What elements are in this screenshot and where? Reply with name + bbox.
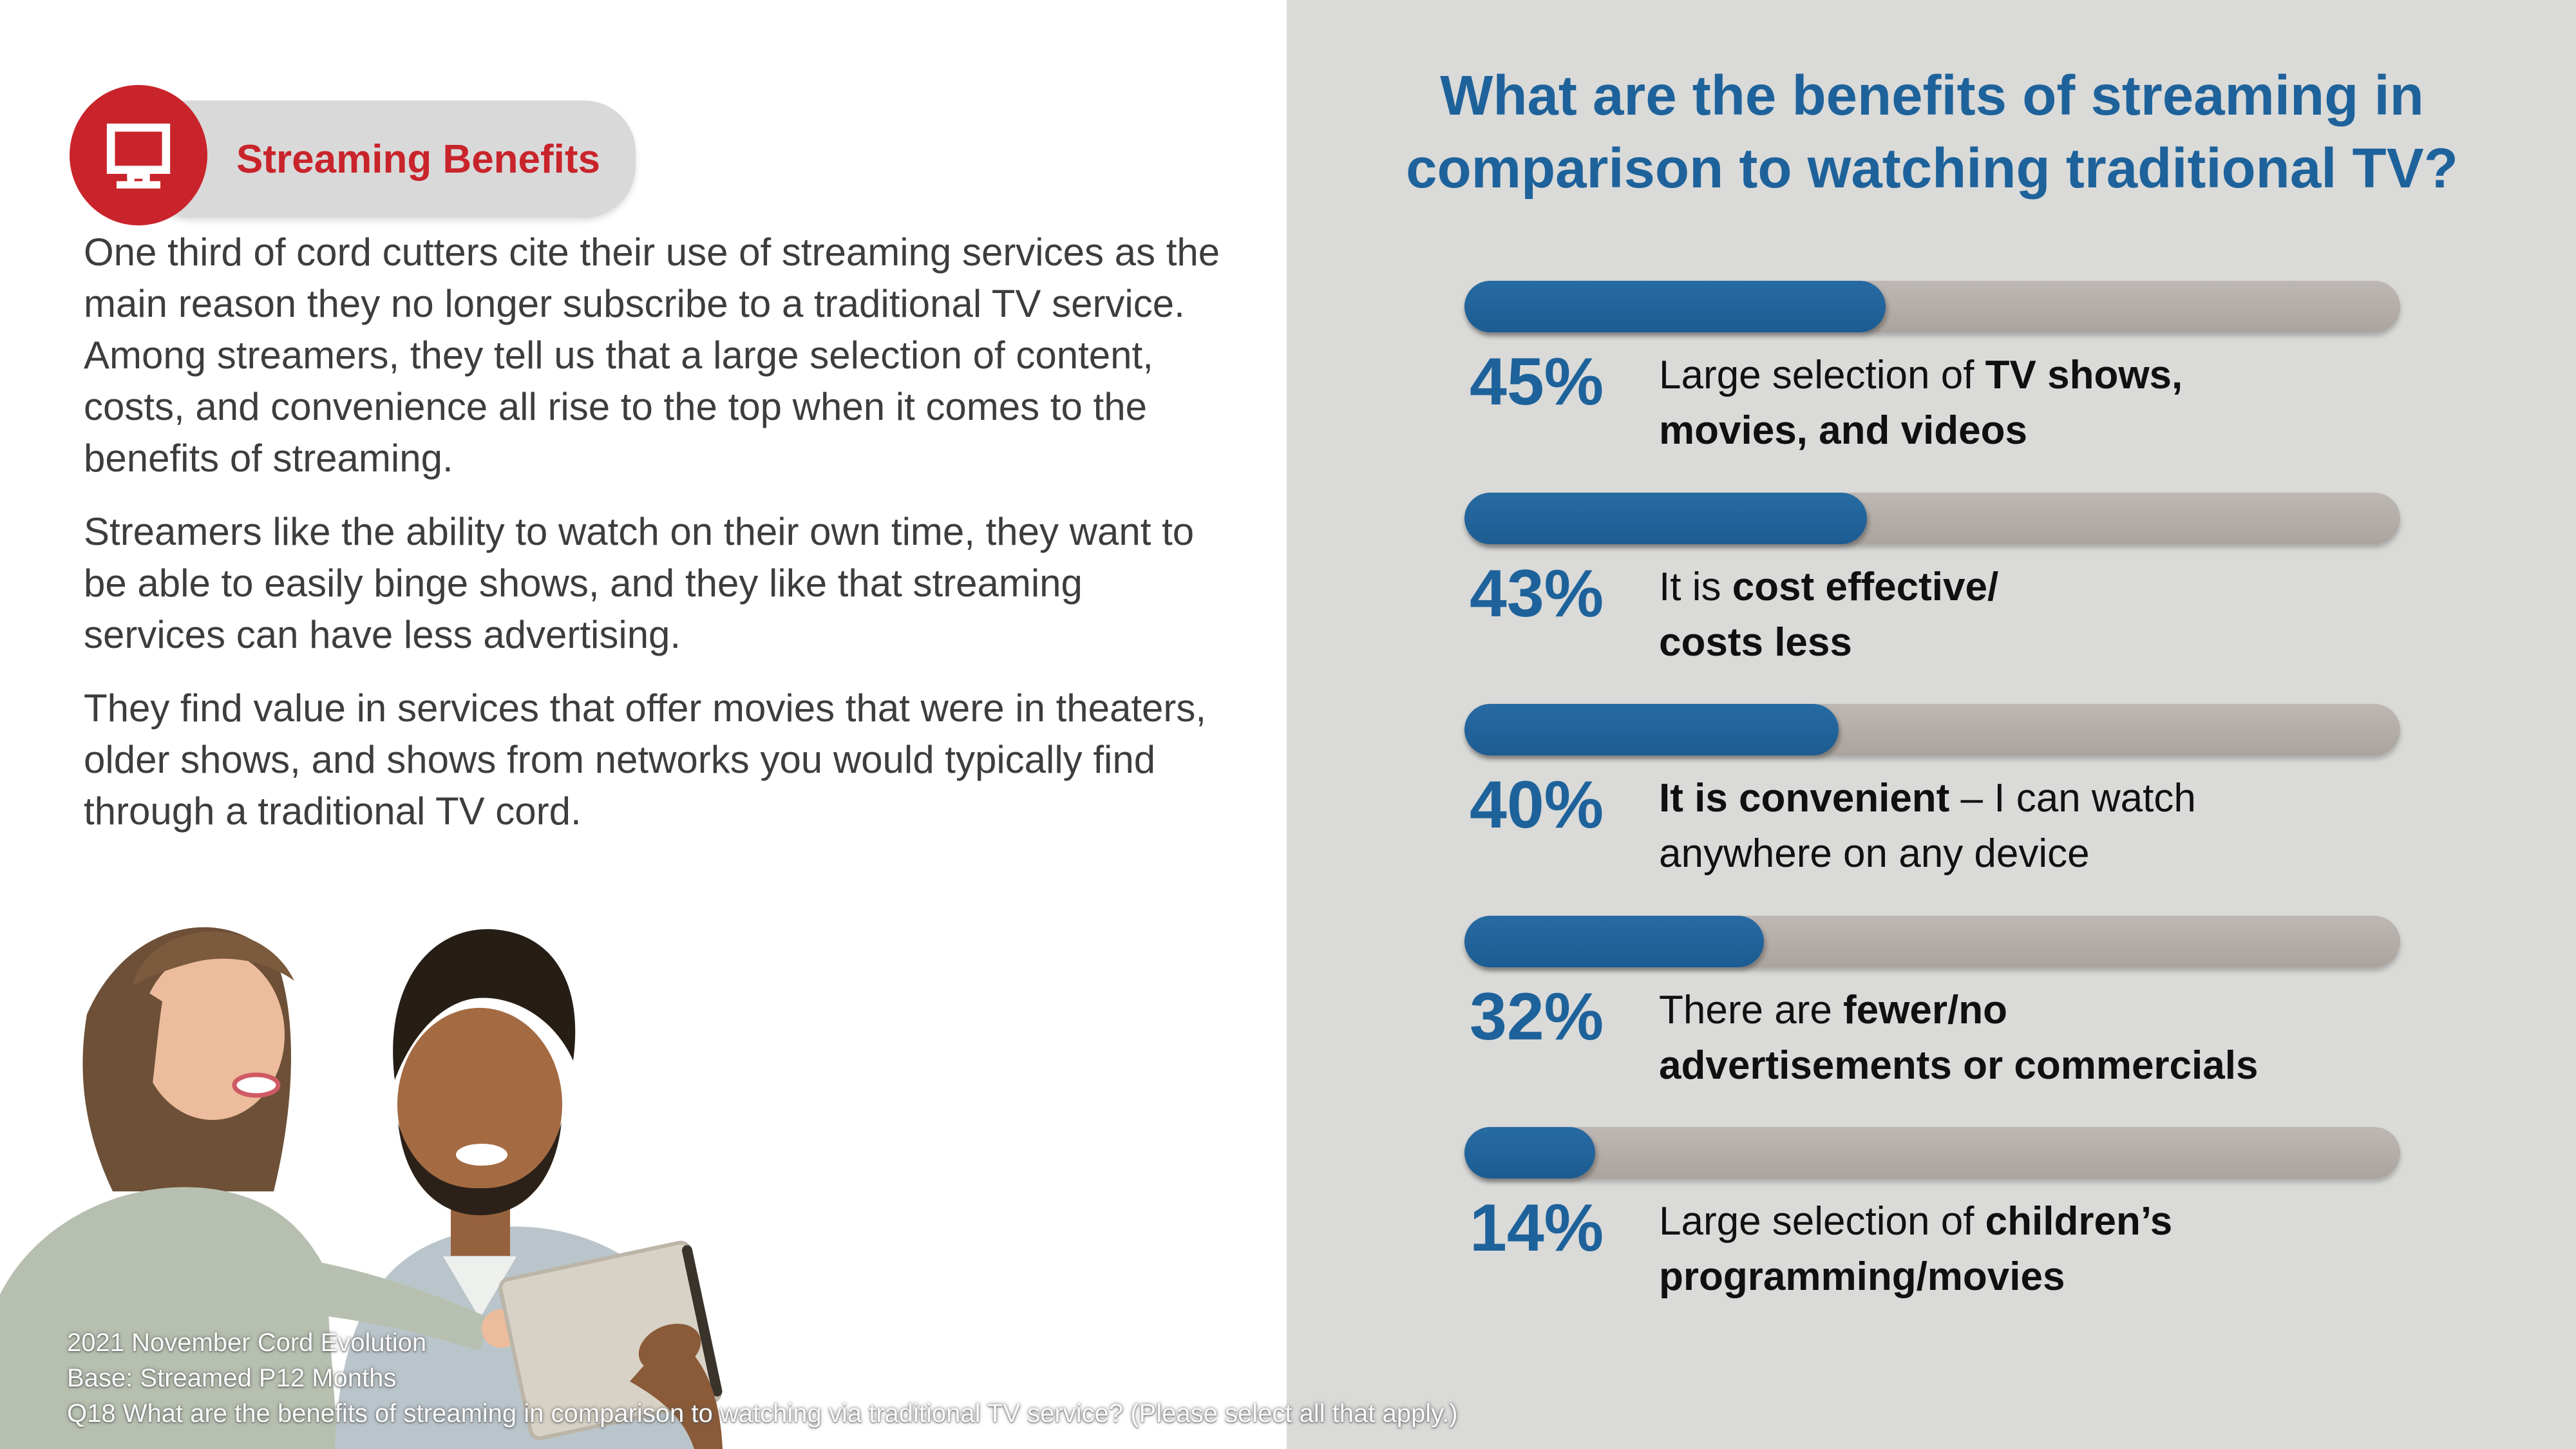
bar-track	[1464, 916, 2400, 967]
body-paragraph: One third of cord cutters cite their use…	[84, 231, 1220, 480]
bar-label-segment: It is convenient	[1659, 776, 1950, 820]
source-line: Q18 What are the benefits of streaming i…	[67, 1399, 1458, 1428]
bar-fill	[1464, 916, 1764, 967]
bar-value: 40%	[1470, 768, 1604, 842]
section-badge-circle	[70, 85, 207, 225]
source-line: 2021 November Cord Evolution	[67, 1329, 427, 1357]
section-badge: Streaming Benefits	[138, 100, 636, 218]
bar-label-line: costs less	[1659, 615, 1998, 670]
bar-label-line: programming/movies	[1659, 1249, 2172, 1305]
body-paragraph: Streamers like the ability to watch on t…	[84, 510, 1195, 656]
bar-label-segment: advertisements or commercials	[1659, 1043, 2259, 1088]
bar-label: Large selection of children’s programming…	[1659, 1194, 2172, 1305]
bar-fill	[1464, 281, 1886, 332]
bar-label-segment: cost effective/	[1732, 565, 1999, 609]
bar-label-line: Large selection of children’s	[1659, 1194, 2172, 1249]
bar-label-segment: costs less	[1659, 620, 1852, 665]
bar-row: 32% There are fewer/no advertisements or c…	[1464, 916, 2443, 1112]
bar-row: 14% Large selection of children’s programm…	[1464, 1127, 2443, 1323]
bar-label-line: It is cost effective/	[1659, 560, 1998, 615]
tv-icon	[106, 123, 171, 189]
bar-label: Large selection of TV shows, movies, and …	[1659, 348, 2183, 459]
section-title: Streaming Benefits	[236, 137, 601, 182]
bar-label-line: It is convenient – I can watch	[1659, 771, 2196, 826]
bar-label-line: anywhere on any device	[1659, 826, 2196, 882]
bar-track	[1464, 1127, 2400, 1179]
bar-chart: 45% Large selection of TV shows, movies, a…	[1464, 0, 2443, 1449]
bar-label-segment: – I can watch	[1949, 776, 2196, 820]
bar-row: 43% It is cost effective/costs less	[1464, 493, 2443, 689]
bar-track	[1464, 493, 2400, 544]
bar-value: 43%	[1470, 556, 1604, 631]
bar-label: There are fewer/no advertisements or comm…	[1659, 983, 2258, 1094]
bar-row: 45% Large selection of TV shows, movies, a…	[1464, 281, 2443, 477]
body-copy: One third of cord cutters cite their use…	[84, 227, 1230, 859]
bar-label-line: There are fewer/no	[1659, 983, 2258, 1038]
bar-label-segment: There are	[1659, 988, 1844, 1032]
photo-illustration	[0, 802, 779, 1449]
bar-label-segment: fewer/no	[1843, 988, 2007, 1032]
source-line: Base: Streamed P12 Months	[67, 1364, 397, 1392]
bar-value: 14%	[1470, 1191, 1604, 1265]
bar-label-segment: Large selection of	[1659, 1199, 1985, 1244]
bar-label-line: movies, and videos	[1659, 403, 2183, 459]
bar-label-segment: Large selection of	[1659, 353, 1985, 397]
bar-value: 45%	[1470, 345, 1604, 419]
chart-title: What are the benefits of streaming in co…	[1406, 64, 2458, 200]
bar-row: 40% It is convenient – I can watch anywher…	[1464, 704, 2443, 900]
couple-with-tablet-image	[0, 927, 723, 1449]
source-notes: 2021 November Cord Evolution Base: Strea…	[67, 1325, 1458, 1432]
bar-fill	[1464, 704, 1839, 755]
bar-fill	[1464, 493, 1867, 544]
body-paragraph: They find value in services that offer m…	[84, 687, 1207, 833]
bar-track	[1464, 704, 2400, 755]
bar-label: It is convenient – I can watch anywhere o…	[1659, 771, 2196, 882]
bar-label-segment: children’s	[1985, 1199, 2173, 1244]
bar-label-segment: anywhere on any device	[1659, 831, 2090, 876]
bar-label-segment: TV shows,	[1985, 353, 2183, 397]
bar-label-segment: movies, and videos	[1659, 408, 2027, 453]
bar-value: 32%	[1470, 980, 1604, 1054]
bar-fill	[1464, 1127, 1596, 1179]
bar-label-line: Large selection of TV shows,	[1659, 348, 2183, 403]
bar-label: It is cost effective/costs less	[1659, 560, 1998, 670]
bar-label-segment: programming/movies	[1659, 1255, 2065, 1299]
bar-label-segment: It is	[1659, 565, 1732, 609]
bar-track	[1464, 281, 2400, 332]
bar-label-line: advertisements or commercials	[1659, 1038, 2258, 1094]
